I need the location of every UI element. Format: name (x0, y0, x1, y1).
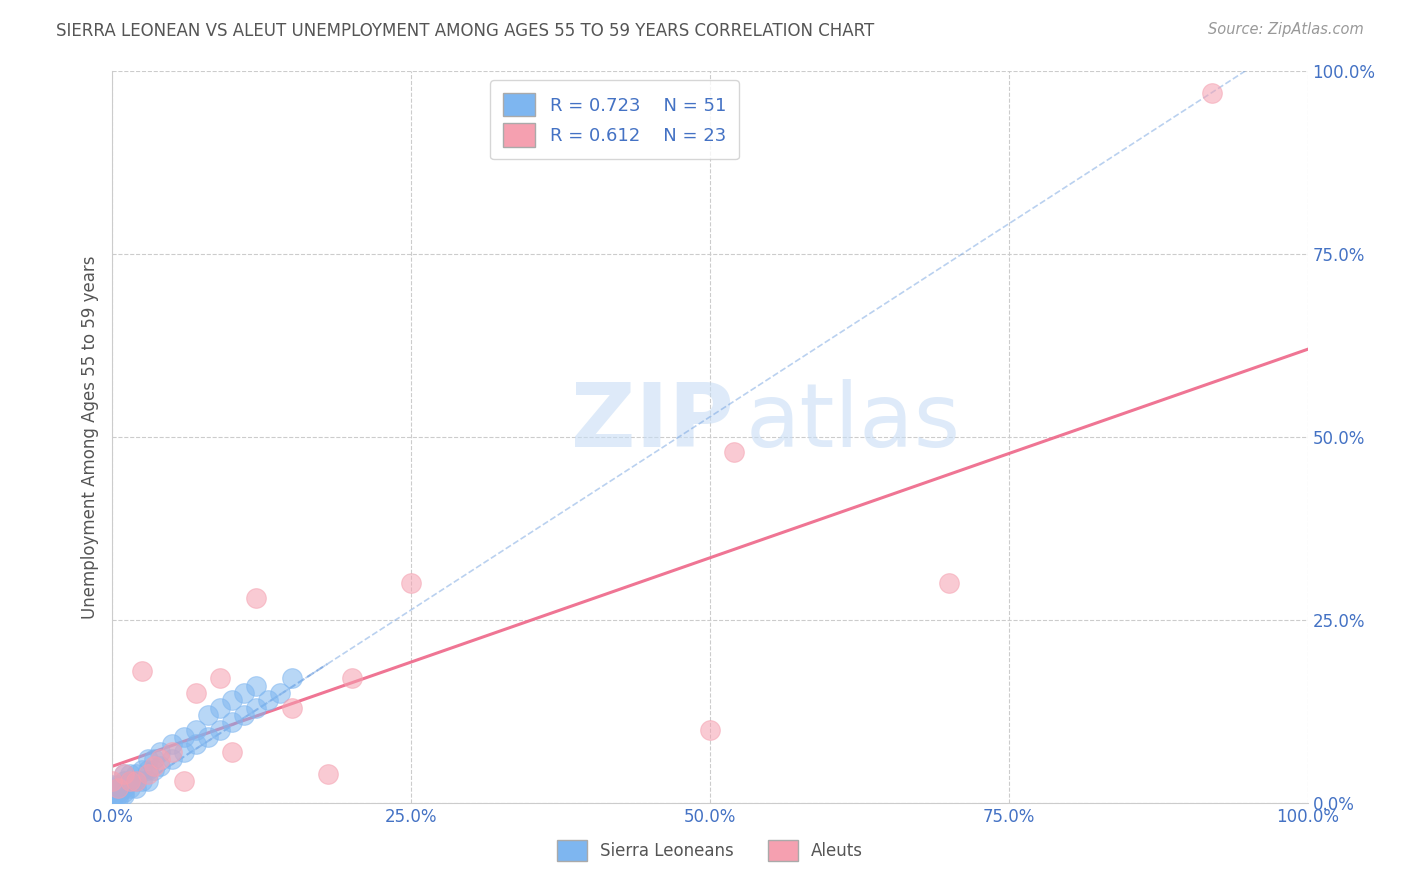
Point (101, 778, 124, 792)
Point (138, 752, 160, 766)
Legend: Sierra Leoneans, Aleuts: Sierra Leoneans, Aleuts (551, 833, 869, 868)
Point (107, 778, 129, 792)
Point (101, 773, 124, 788)
Point (138, 766, 160, 780)
Point (162, 745, 183, 759)
Text: Source: ZipAtlas.com: Source: ZipAtlas.com (1208, 22, 1364, 37)
Point (114, 778, 135, 792)
Point (209, 723, 232, 737)
Point (186, 737, 208, 751)
Point (209, 672, 232, 686)
Point (131, 773, 153, 788)
Point (107, 781, 129, 796)
Point (197, 730, 219, 744)
Point (125, 766, 148, 780)
Point (699, 723, 721, 737)
Point (233, 708, 256, 723)
Point (233, 686, 256, 700)
Point (101, 796, 124, 810)
Point (340, 672, 363, 686)
Point (245, 700, 267, 714)
Point (120, 781, 142, 796)
Point (401, 576, 423, 591)
Point (107, 785, 129, 799)
Point (221, 715, 243, 730)
Point (114, 785, 135, 799)
Point (938, 576, 960, 591)
Point (1201, 87, 1223, 101)
Point (138, 773, 160, 788)
Point (245, 679, 267, 693)
Point (269, 686, 291, 700)
Text: SIERRA LEONEAN VS ALEUT UNEMPLOYMENT AMONG AGES 55 TO 59 YEARS CORRELATION CHART: SIERRA LEONEAN VS ALEUT UNEMPLOYMENT AMO… (56, 22, 875, 40)
Point (114, 773, 135, 788)
Point (173, 773, 195, 788)
Point (149, 759, 172, 773)
Point (149, 752, 172, 766)
Point (114, 781, 135, 796)
Point (131, 763, 153, 777)
Point (125, 773, 148, 788)
Point (114, 766, 135, 780)
Point (125, 773, 148, 788)
Point (120, 766, 142, 780)
Point (107, 792, 129, 806)
Point (114, 766, 135, 780)
Point (316, 766, 339, 780)
Point (114, 789, 135, 803)
Point (173, 745, 195, 759)
Point (101, 789, 124, 803)
Point (143, 763, 166, 777)
Point (131, 664, 153, 678)
Point (197, 708, 219, 723)
Point (173, 730, 195, 744)
Point (101, 792, 124, 806)
Point (723, 444, 745, 458)
Point (257, 693, 280, 707)
Point (120, 773, 142, 788)
Point (101, 785, 124, 799)
Point (281, 672, 304, 686)
Point (125, 781, 148, 796)
Point (162, 737, 183, 751)
Y-axis label: Unemployment Among Ages 55 to 59 years: Unemployment Among Ages 55 to 59 years (80, 255, 98, 619)
Point (221, 745, 243, 759)
Point (143, 752, 166, 766)
Point (209, 700, 232, 714)
Point (107, 781, 129, 796)
Point (107, 789, 129, 803)
Point (245, 591, 267, 605)
Text: ZIP: ZIP (571, 379, 734, 466)
Point (138, 763, 160, 777)
Point (162, 752, 183, 766)
Point (186, 686, 208, 700)
Point (221, 693, 243, 707)
Text: atlas: atlas (747, 379, 962, 466)
Point (101, 781, 124, 796)
Point (120, 773, 142, 788)
Point (281, 700, 304, 714)
Point (143, 759, 166, 773)
Point (149, 745, 172, 759)
Point (186, 723, 208, 737)
